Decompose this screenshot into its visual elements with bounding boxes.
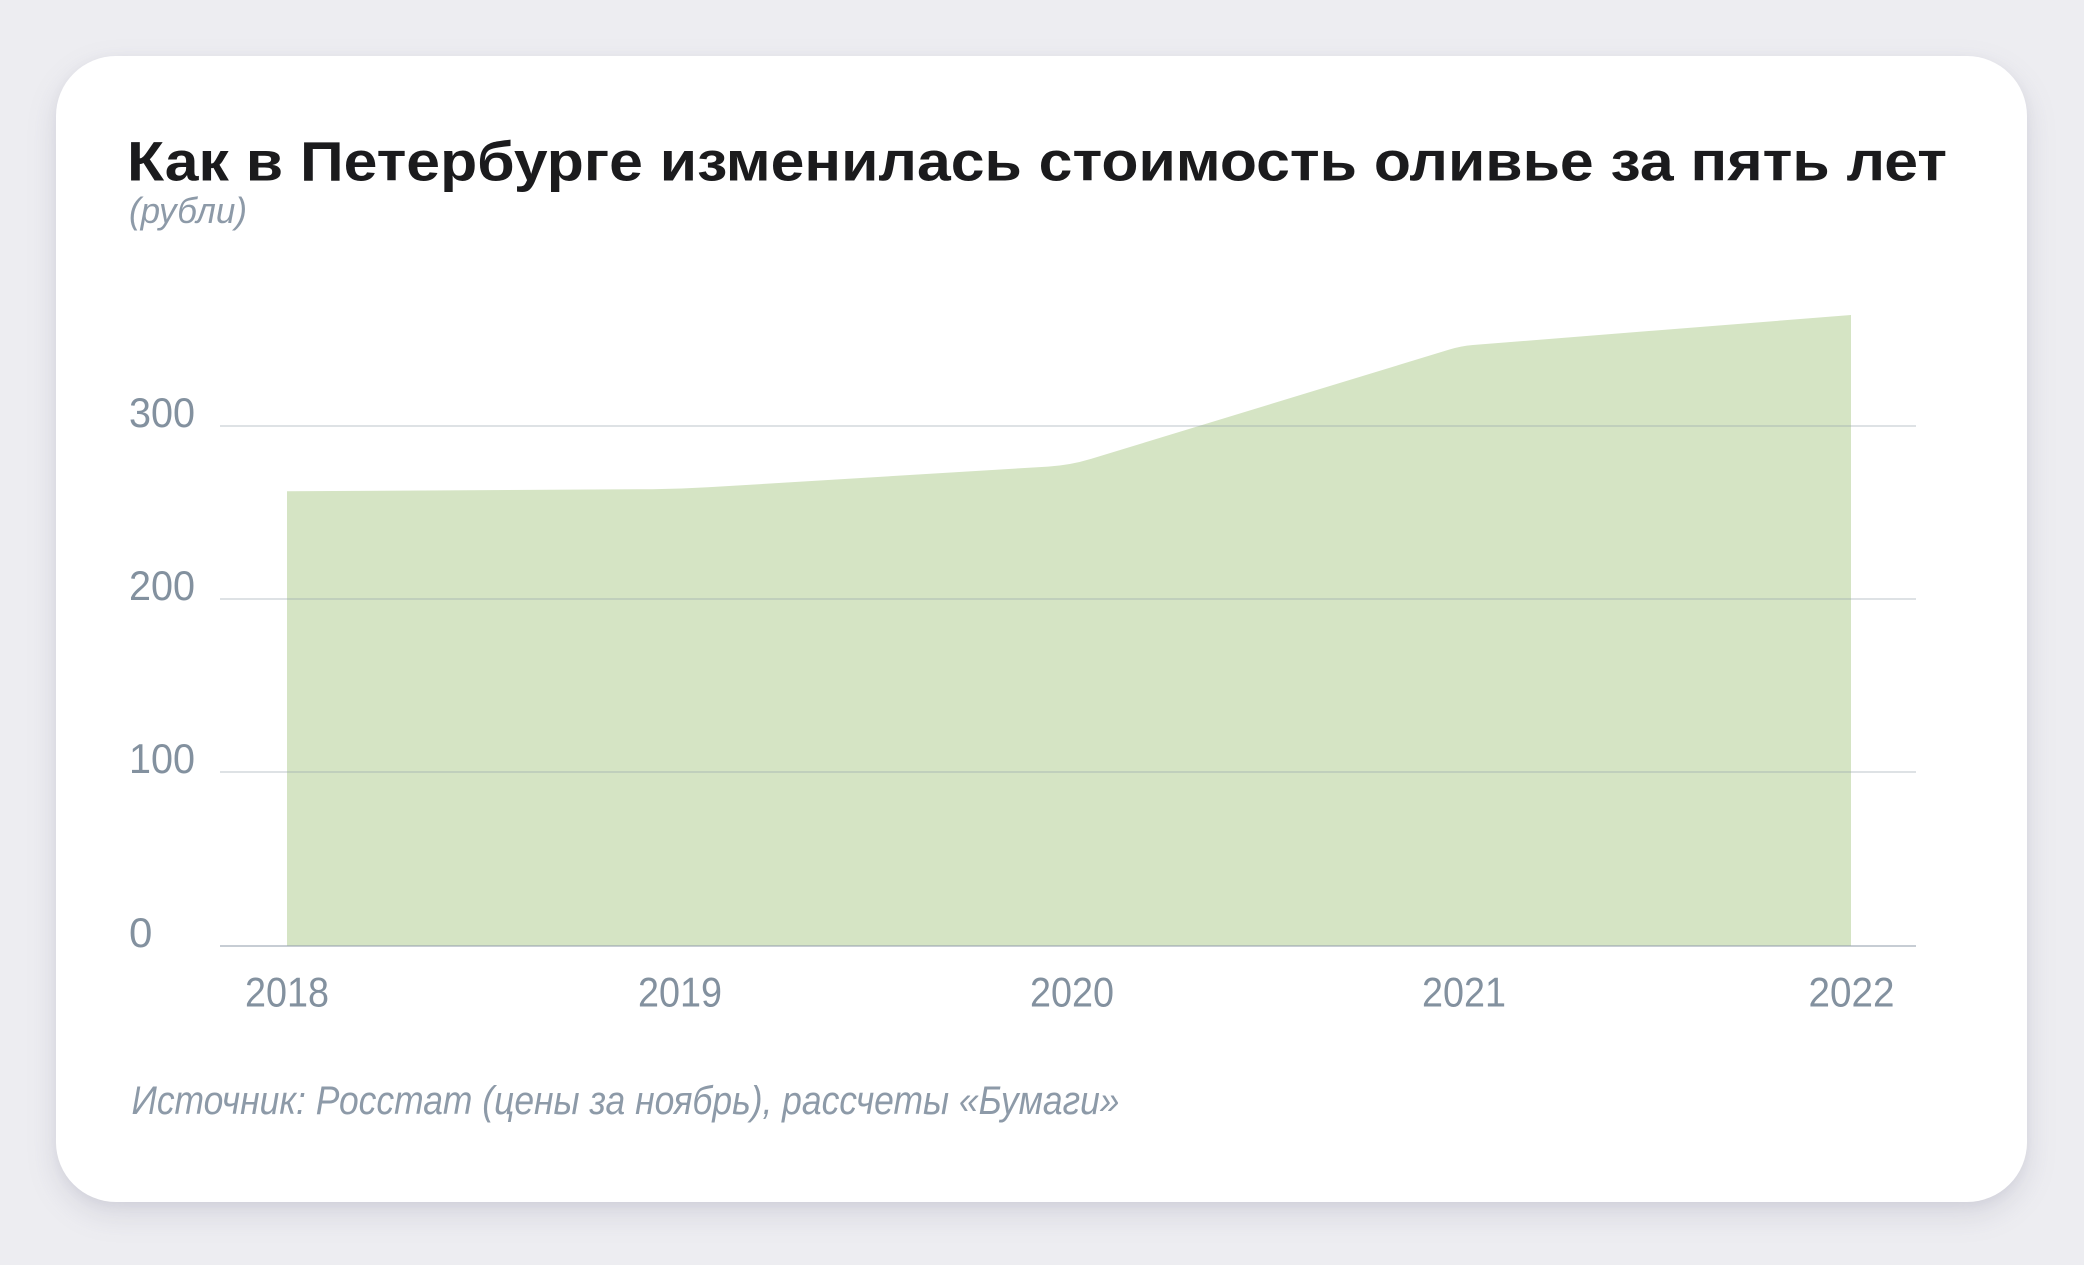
- svg-text:(рубли): (рубли): [129, 190, 247, 231]
- svg-text:2021: 2021: [1422, 969, 1506, 1016]
- svg-text:200: 200: [129, 562, 195, 609]
- svg-text:Как в Петербурге изменилась ст: Как в Петербурге изменилась стоимость ол…: [127, 130, 1947, 193]
- svg-text:2020: 2020: [1030, 969, 1114, 1016]
- svg-text:2022: 2022: [1809, 969, 1895, 1016]
- svg-text:2018: 2018: [245, 969, 329, 1016]
- svg-text:300: 300: [129, 389, 195, 436]
- svg-text:Источник: Росстат (цены за ноя: Источник: Росстат (цены за ноябрь), расс…: [132, 1079, 1120, 1123]
- svg-text:2019: 2019: [638, 969, 722, 1016]
- svg-text:0: 0: [129, 909, 152, 956]
- svg-text:100: 100: [129, 735, 195, 782]
